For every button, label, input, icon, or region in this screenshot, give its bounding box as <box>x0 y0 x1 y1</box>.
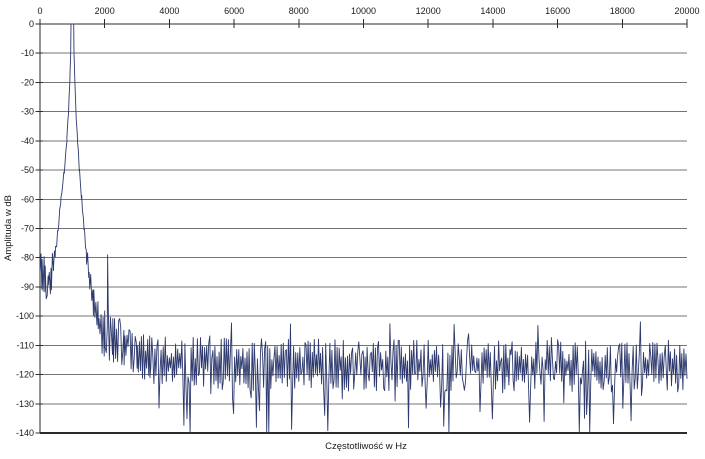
x-tick-label: 16000 <box>545 6 570 16</box>
y-tick-label: -50 <box>21 165 34 175</box>
x-tick-label: 10000 <box>351 6 376 16</box>
x-tick-label: 2000 <box>95 6 115 16</box>
x-tick-label: 18000 <box>610 6 635 16</box>
y-axis-title: Amplituda w dB <box>3 195 14 261</box>
y-tick-label: -70 <box>21 224 34 234</box>
x-tick-label: 0 <box>37 6 42 16</box>
y-tick-label: -130 <box>16 399 34 409</box>
y-tick-label: -10 <box>21 48 34 58</box>
x-axis-title: Częstotliwość w Hz <box>325 441 407 452</box>
y-axis: 0 -10 -20 -30 -40 -50 -60 -70 -80 -90 -100 -110 -120… <box>16 19 43 438</box>
y-tick-label: -20 <box>21 77 34 87</box>
x-tick-label: 20000 <box>674 6 699 16</box>
x-tick-label: 8000 <box>289 6 309 16</box>
y-tick-label: -120 <box>16 370 34 380</box>
x-axis: 0 2000 4000 6000 8000 10000 12000 14000 16000 180… <box>37 6 700 28</box>
x-tick-label: 4000 <box>159 6 179 16</box>
y-tick-label: -140 <box>16 428 34 438</box>
x-tick-label: 14000 <box>480 6 505 16</box>
x-tick-label: 12000 <box>416 6 441 16</box>
y-tick-label: -30 <box>21 107 34 117</box>
x-tick-label: 6000 <box>224 6 244 16</box>
spectrum-line <box>39 23 688 434</box>
y-tick-label: -40 <box>21 136 34 146</box>
y-tick-label: -100 <box>16 311 34 321</box>
y-tick-label: -80 <box>21 253 34 263</box>
spectrum-series <box>39 23 688 434</box>
y-tick-label: -90 <box>21 282 34 292</box>
y-tick-label: -110 <box>17 340 34 350</box>
y-tick-label: 0 <box>29 19 34 29</box>
y-tick-label: -60 <box>21 194 34 204</box>
